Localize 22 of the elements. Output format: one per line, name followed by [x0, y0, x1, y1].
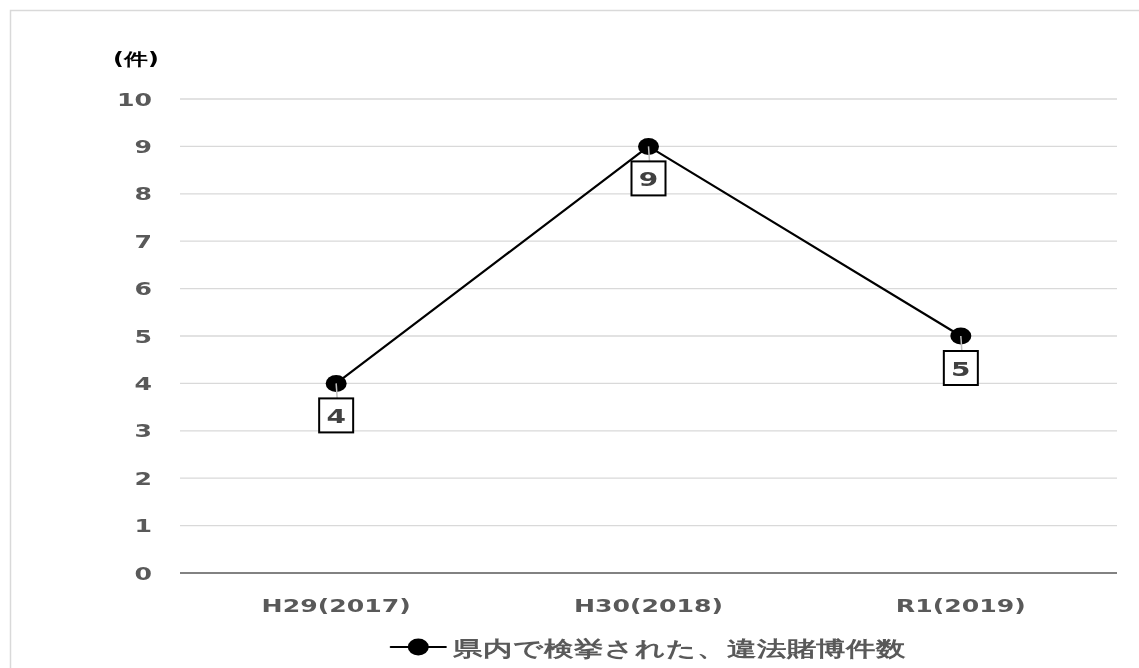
point — [638, 137, 659, 155]
y-tick-label: 1 — [134, 515, 152, 537]
point — [950, 327, 972, 345]
y-tick-label: 7 — [134, 231, 152, 252]
y-tick-label: 4 — [134, 373, 152, 395]
y-axis-title: (件) — [113, 49, 159, 70]
x-tick-label: H29(2017) — [261, 595, 411, 617]
y-tick-label: 8 — [134, 183, 152, 205]
data-label: 4 — [326, 403, 346, 428]
y-tick-label: 0 — [134, 563, 152, 584]
legend-label: 県内で検挙された、違法賭博件数 — [451, 636, 908, 661]
point — [325, 374, 347, 392]
data-label: 9 — [638, 166, 659, 191]
y-tick-label: 3 — [134, 420, 152, 442]
data-label: 5 — [951, 356, 971, 381]
y-tick-label: 2 — [134, 468, 152, 489]
x-tick-label: R1(2019) — [895, 595, 1026, 617]
y-tick-label: 10 — [116, 89, 152, 110]
y-tick-label: 6 — [134, 278, 152, 300]
y-tick-label: 9 — [134, 136, 152, 158]
y-tick-label: 5 — [134, 326, 152, 347]
x-tick-label: H30(2018) — [573, 595, 724, 617]
